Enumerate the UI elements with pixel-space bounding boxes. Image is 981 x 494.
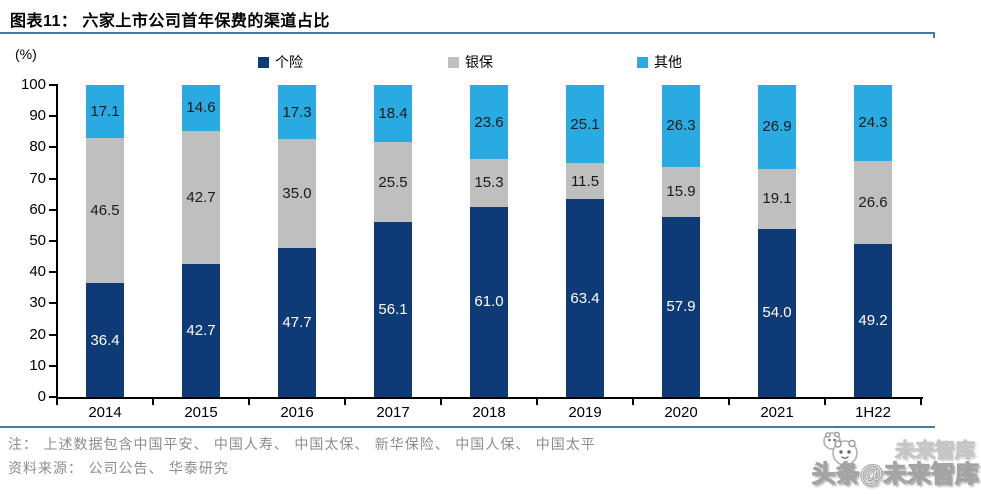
legend-item-other: 其他 xyxy=(637,52,682,72)
footer-divider xyxy=(0,426,935,428)
y-axis-tick-label: 90 xyxy=(29,107,46,125)
x-axis-category-label: 2020 xyxy=(664,404,698,421)
x-axis-tick-mark xyxy=(152,399,154,405)
x-axis-tick-mark xyxy=(728,399,730,405)
y-axis-tick-mark xyxy=(49,333,56,336)
bar-segment-银保: 25.5 xyxy=(374,142,412,222)
legend-label: 银保 xyxy=(465,54,493,70)
stacked-bar-2017: 56.1 25.5 18.4 xyxy=(374,85,412,397)
watermark: 未来智库 头条@未来智库 xyxy=(781,431,981,493)
bar-segment-银保: 42.7 xyxy=(182,130,220,264)
figure-source: 资料来源： 公司公告、 华泰研究 xyxy=(8,461,229,477)
legend-swatch-bancassurance xyxy=(448,56,459,68)
bar-segment-个险: 42.7 xyxy=(182,263,220,397)
x-axis-category-label: 1H22 xyxy=(855,404,891,421)
bar-segment-个险: 36.4 xyxy=(86,283,124,397)
x-axis-tick-mark xyxy=(536,399,538,405)
x-axis-line xyxy=(56,397,923,399)
bar-segment-其他: 18.4 xyxy=(374,85,412,143)
y-axis-tick-label: 40 xyxy=(29,263,46,281)
bar-segment-银保: 11.5 xyxy=(566,163,604,200)
watermark-text-light: 未来智库 xyxy=(895,440,976,463)
y-axis-tick-label: 50 xyxy=(29,232,46,249)
bar-segment-银保: 46.5 xyxy=(86,138,124,284)
y-axis-tick-label: 70 xyxy=(29,169,46,187)
y-axis-tick-label: 30 xyxy=(29,294,46,312)
bar-segment-其他: 26.9 xyxy=(758,85,796,169)
stacked-bar-2020: 57.9 15.9 26.3 xyxy=(662,85,700,397)
y-axis-tick-mark xyxy=(49,302,56,305)
bar-segment-个险: 49.2 xyxy=(854,243,892,397)
y-axis-tick-label: 20 xyxy=(29,325,46,343)
y-axis-tick-mark xyxy=(49,364,56,367)
y-axis-tick-mark xyxy=(49,84,56,86)
bar-segment-其他: 23.6 xyxy=(470,85,508,159)
bar-segment-个险: 54.0 xyxy=(758,228,796,397)
title-divider xyxy=(0,32,935,38)
figure-note: 注： 上述数据包含中国平安、 中国人寿、 中国太保、 新华保险、 中国人保、 中… xyxy=(8,437,596,453)
panda-avatar-icon xyxy=(821,431,861,474)
bar-segment-个险: 47.7 xyxy=(278,248,316,397)
x-axis-tick-mark xyxy=(632,399,634,405)
y-axis-tick-mark xyxy=(49,208,56,211)
stacked-bar-2018: 61.0 15.3 23.6 xyxy=(470,85,508,397)
bar-segment-其他: 25.1 xyxy=(566,85,604,164)
y-axis-tick-label: 0 xyxy=(37,388,46,405)
bar-segment-其他: 14.6 xyxy=(182,85,220,131)
bar-segment-个险: 56.1 xyxy=(374,221,412,397)
x-axis-category-label: 2016 xyxy=(280,404,314,421)
y-axis-line xyxy=(56,84,58,399)
x-axis-category-label: 2017 xyxy=(376,404,410,421)
x-axis-category-label: 2015 xyxy=(184,404,218,421)
bar-segment-银保: 15.3 xyxy=(470,158,508,207)
bar-segment-银保: 15.9 xyxy=(662,166,700,217)
legend-swatch-other xyxy=(637,56,648,68)
watermark-text-dark: 头条@未来智库 xyxy=(811,461,979,489)
x-axis-category-label: 2021 xyxy=(760,404,794,421)
x-axis-category-label: 2019 xyxy=(568,404,602,421)
y-axis-tick-mark xyxy=(49,146,56,149)
y-axis-tick-mark xyxy=(49,271,56,274)
y-axis-tick-label: 80 xyxy=(29,138,46,156)
bar-segment-个险: 63.4 xyxy=(566,199,604,397)
y-axis-unit-label: (%) xyxy=(15,46,37,62)
legend-item-bancassurance: 银保 xyxy=(448,52,493,72)
x-axis-category-label: 2014 xyxy=(88,404,122,421)
y-axis-tick-label: 60 xyxy=(29,200,46,218)
stacked-bar-2019: 63.4 11.5 25.1 xyxy=(566,85,604,397)
bar-segment-其他: 26.3 xyxy=(662,85,700,167)
figure-title: 图表11： 六家上市公司首年保费的渠道占比 xyxy=(10,13,330,30)
legend-swatch-individual xyxy=(258,56,269,68)
bar-segment-个险: 57.9 xyxy=(662,216,700,397)
bar-segment-银保: 19.1 xyxy=(758,168,796,229)
bar-segment-其他: 24.3 xyxy=(854,85,892,161)
x-axis-tick-mark xyxy=(920,399,922,405)
y-axis-tick-mark xyxy=(49,177,56,180)
x-axis-tick-mark xyxy=(440,399,442,405)
x-axis-category-label: 2018 xyxy=(472,404,506,421)
x-axis-tick-mark xyxy=(56,399,58,405)
bar-segment-其他: 17.3 xyxy=(278,85,316,139)
legend-label: 个险 xyxy=(275,54,303,70)
legend-item-individual: 个险 xyxy=(258,52,303,72)
y-axis-tick-mark xyxy=(49,115,56,118)
stacked-bar-2014: 36.4 46.5 17.1 xyxy=(86,85,124,397)
x-axis-tick-mark xyxy=(824,399,826,405)
stacked-bar-2016: 47.7 35.0 17.3 xyxy=(278,85,316,397)
x-axis-tick-mark xyxy=(248,399,250,405)
stacked-bar-2015: 42.7 42.7 14.6 xyxy=(182,85,220,397)
y-axis-tick-label: 100 xyxy=(20,76,46,93)
y-axis-tick-mark xyxy=(49,240,56,242)
y-axis-tick-mark xyxy=(49,396,56,398)
bar-segment-其他: 17.1 xyxy=(86,85,124,139)
bar-segment-个险: 61.0 xyxy=(470,206,508,397)
bar-segment-银保: 26.6 xyxy=(854,160,892,244)
stacked-bar-1H22: 49.2 26.6 24.3 xyxy=(854,85,892,397)
stacked-bar-2021: 54.0 19.1 26.9 xyxy=(758,85,796,397)
bar-segment-银保: 35.0 xyxy=(278,139,316,249)
x-axis-tick-mark xyxy=(344,399,346,405)
legend-label: 其他 xyxy=(654,54,682,70)
y-axis-tick-label: 10 xyxy=(29,356,46,374)
